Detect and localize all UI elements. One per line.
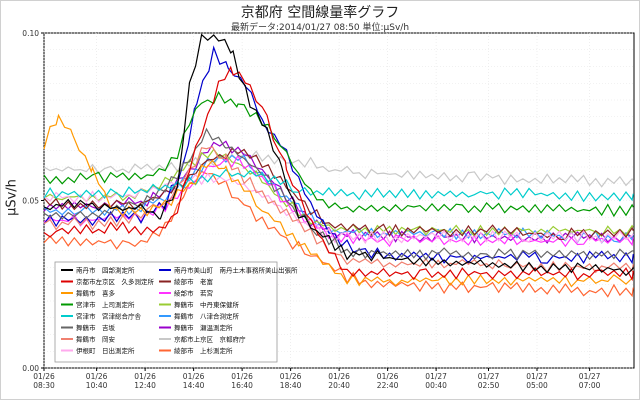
x-tick-label-date: 01/27 <box>579 372 601 381</box>
x-tick-label-date: 01/26 <box>377 372 399 381</box>
y-tick-label: 0.05 <box>22 197 39 206</box>
x-tick-label-time: 20:40 <box>328 381 350 390</box>
x-tick-label-date: 01/26 <box>328 372 350 381</box>
x-tick-label-time: 22:40 <box>377 381 399 390</box>
chart-subtitle: 最新データ:2014/01/27 08:50 単位:μSv/h <box>230 23 410 33</box>
x-tick-label-date: 01/26 <box>280 372 302 381</box>
x-tick-label-time: 14:40 <box>183 381 205 390</box>
series-line-5 <box>43 127 634 261</box>
x-tick-label-time: 02:50 <box>478 381 500 390</box>
series-line-9 <box>43 147 634 241</box>
legend-label-3: 宮津市 上司測定所 <box>76 300 135 309</box>
legend-label-5: 舞鶴市 吉坂 <box>76 323 116 332</box>
y-tick-label: 0.00 <box>22 364 39 373</box>
x-tick-label-date: 01/27 <box>478 372 500 381</box>
legend-label-7: 伊根町 日出測定所 <box>76 346 135 355</box>
series-line-8 <box>43 45 634 265</box>
x-tick-label-date: 01/26 <box>231 372 253 381</box>
legend-label-1: 京都市左京区 久多測定所 <box>76 277 155 286</box>
legend-label-15: 綾部市 上杉測定所 <box>174 346 233 355</box>
legend-label-10: 綾部市 若宮 <box>174 289 213 298</box>
x-tick-label-time: 08:30 <box>33 381 55 390</box>
legend-box <box>54 261 278 363</box>
x-tick-label-date: 01/27 <box>425 372 447 381</box>
x-tick-label-time: 10:40 <box>86 381 108 390</box>
x-tick-label-date: 01/26 <box>86 372 108 381</box>
series-line-3 <box>43 90 634 218</box>
x-tick-label-time: 00:40 <box>425 381 447 390</box>
legend-label-2: 舞鶴市 喜多 <box>76 289 116 298</box>
legend-label-6: 舞鶴市 岡安 <box>76 335 116 344</box>
legend-label-8: 南丹市美山町 南丹土木事務所美山出張所 <box>174 266 298 275</box>
series-line-14 <box>43 150 634 188</box>
x-tick-label-time: 12:40 <box>134 381 156 390</box>
legend-label-0: 南丹市 园部測定所 <box>76 266 135 275</box>
legend-label-12: 舞鶴市 八津合測定所 <box>174 312 240 321</box>
x-tick-label-date: 01/27 <box>526 372 548 381</box>
series-line-2 <box>43 113 634 288</box>
x-tick-label-date: 01/26 <box>183 372 205 381</box>
x-tick-label-time: 16:40 <box>231 381 253 390</box>
series-line-0 <box>43 33 634 277</box>
legend-label-9: 綾部市 老富 <box>174 277 213 286</box>
x-tick-label-time: 05:00 <box>526 381 548 390</box>
legend-label-11: 舞鶴市 中丹東保健所 <box>174 300 240 309</box>
x-tick-label-time: 07:00 <box>579 381 601 390</box>
y-tick-label: 0.10 <box>22 29 39 38</box>
legend-label-4: 宮津市 宮津総合庁舎 <box>76 312 142 321</box>
x-tick-label-date: 01/26 <box>134 372 156 381</box>
x-tick-label-date: 01/26 <box>33 372 55 381</box>
x-tick-label-time: 18:40 <box>280 381 302 390</box>
chart-title: 京都府 空間線量率グラフ <box>240 5 400 21</box>
legend-label-14: 京都市上京区 京都府庁 <box>174 335 246 344</box>
series-line-15 <box>43 170 634 298</box>
legend-label-13: 舞鶴市 瀬温測定所 <box>174 323 233 332</box>
series-line-4 <box>43 168 634 203</box>
